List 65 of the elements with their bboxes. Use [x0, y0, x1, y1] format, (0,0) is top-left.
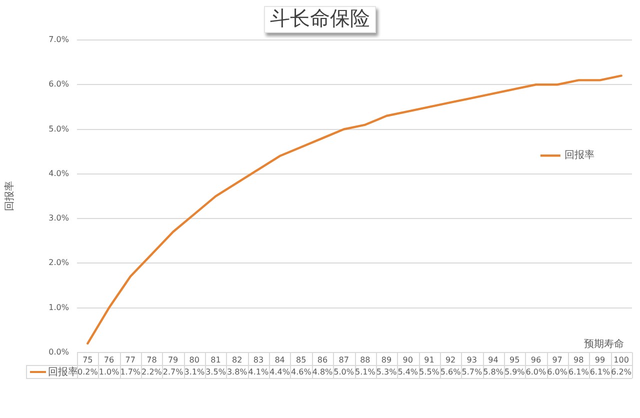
x-tick-label: 78 [146, 355, 157, 364]
x-tick-label: 82 [232, 355, 242, 364]
x-tick-label: 91 [424, 355, 434, 364]
data-label: 4.4% [270, 367, 290, 376]
data-label: 3.1% [184, 367, 205, 376]
x-tick-label: 87 [338, 355, 349, 364]
data-label: 3.5% [206, 367, 226, 376]
legend-label: 回报率 [564, 149, 594, 162]
data-label: 5.6% [440, 367, 462, 376]
data-label: 1.0% [98, 367, 120, 376]
x-tick-label: 89 [381, 355, 392, 364]
x-tick-label: 97 [552, 355, 562, 364]
data-label: 5.9% [504, 367, 526, 376]
x-tick-label: 93 [466, 355, 477, 364]
text: 回报率 [48, 366, 78, 378]
data-label: 5.5% [419, 367, 440, 376]
data-label: 6.0% [526, 367, 546, 376]
data-label: 6.1% [590, 367, 611, 376]
data-label: 6.1% [568, 367, 590, 376]
x-tick-label: 86 [317, 355, 328, 364]
x-tick-label: 94 [488, 355, 498, 364]
y-tick-label: 3.0% [48, 214, 70, 223]
y-tick-label: 0.0% [48, 347, 70, 356]
y-tick-label: 4.0% [48, 168, 70, 178]
data-label: 5.0% [334, 367, 354, 376]
y-tick-label: 2.0% [48, 258, 70, 268]
data-label: 2.7% [162, 367, 184, 376]
y-tick-label: 6.0% [48, 80, 70, 89]
data-label: 4.8% [312, 367, 334, 376]
data-label: 6.2% [611, 367, 632, 376]
x-tick-label: 99 [594, 355, 606, 364]
x-tick-label: 85 [296, 355, 306, 364]
x-tick-label: 84 [274, 355, 285, 364]
data-label: 6.0% [547, 367, 568, 376]
data-label: 5.1% [355, 367, 376, 376]
chart-title: 斗长命保险 [264, 6, 376, 33]
y-axis-title: 回报率 [4, 181, 16, 212]
x-tick-label: 81 [210, 355, 221, 364]
data-label: 5.3% [376, 367, 398, 376]
data-label: 5.8% [483, 367, 504, 376]
y-tick-label: 1.0% [48, 302, 70, 312]
x-tick-label: 98 [574, 355, 584, 364]
data-label: 5.4% [398, 367, 418, 376]
x-axis-title: 预期寿命 [584, 338, 624, 350]
x-tick-label: 95 [510, 355, 520, 364]
x-tick-label: 100 [614, 355, 629, 364]
x-tick-label: 79 [168, 355, 178, 364]
x-tick-label: 90 [402, 355, 413, 364]
x-tick-label: 75 [82, 355, 93, 364]
data-label: 2.2% [142, 367, 162, 376]
x-tick-label: 96 [530, 355, 542, 364]
x-tick-label: 83 [253, 355, 264, 364]
data-label: 5.7% [462, 367, 482, 376]
data-label: 1.7% [120, 367, 141, 376]
y-tick-label: 7.0% [48, 35, 70, 44]
x-tick-label: 76 [104, 355, 114, 364]
data-label: 0.2% [78, 367, 98, 376]
data-label: 4.1% [248, 367, 269, 376]
x-tick-label: 77 [125, 355, 136, 364]
y-tick-label: 5.0% [48, 124, 70, 134]
data-label: 4.6% [290, 367, 312, 376]
x-tick-label: 92 [445, 355, 456, 364]
data-label: 3.8% [226, 367, 248, 376]
x-tick-label: 80 [189, 355, 200, 364]
x-tick-label: 88 [360, 355, 370, 364]
